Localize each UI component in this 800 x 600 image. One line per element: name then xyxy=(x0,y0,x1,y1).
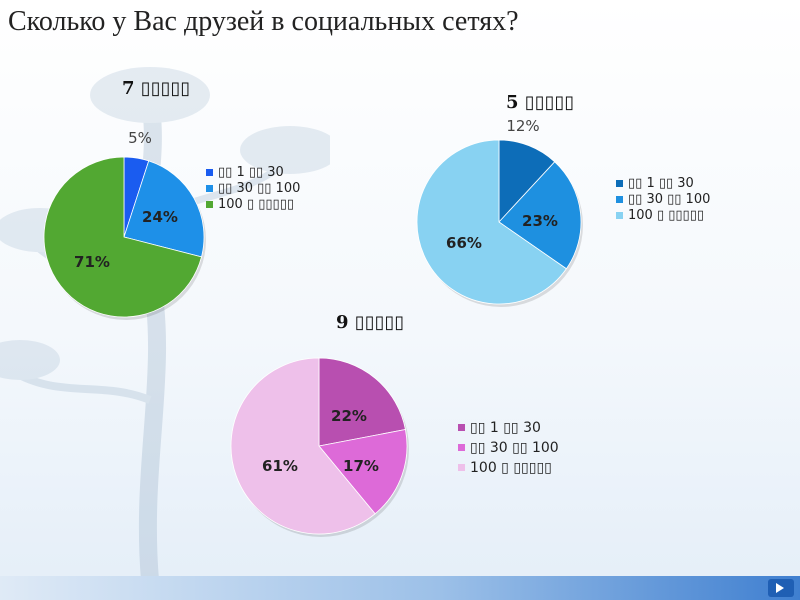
chart-a-legend: ▯▯ 1 ▯▯ 30 ▯▯ 30 ▯▯ 100 100 ▯ ▯▯▯▯▯ xyxy=(206,165,318,213)
legend-item: ▯▯ 30 ▯▯ 100 xyxy=(206,181,318,197)
legend-item: ▯▯ 1 ▯▯ 30 xyxy=(458,418,620,438)
legend-label: ▯▯ 1 ▯▯ 30 xyxy=(470,420,541,436)
legend-swatch xyxy=(616,180,623,187)
legend-item: ▯▯ 1 ▯▯ 30 xyxy=(206,165,318,181)
footer-bar xyxy=(0,576,800,600)
data-label: 17% xyxy=(343,457,379,475)
legend-label: 100 ▯ ▯▯▯▯▯ xyxy=(218,197,295,212)
legend-swatch xyxy=(206,169,213,176)
legend-item: ▯▯ 1 ▯▯ 30 xyxy=(616,176,728,192)
pie-slice xyxy=(498,139,556,224)
legend-item: 100 ▯ ▯▯▯▯▯ xyxy=(206,197,318,213)
arrow-icon xyxy=(776,583,784,593)
legend-item: 100 ▯ ▯▯▯▯▯ xyxy=(458,458,620,478)
legend-item: ▯▯ 30 ▯▯ 100 xyxy=(458,438,620,458)
chart-c-title: 9 ▯▯▯▯▯ xyxy=(336,312,405,333)
legend-swatch xyxy=(206,201,213,208)
chart-b-title: 5 ▯▯▯▯▯ xyxy=(506,92,575,113)
next-slide-button[interactable] xyxy=(768,579,794,597)
pie-slice xyxy=(318,357,406,447)
legend-label: ▯▯ 1 ▯▯ 30 xyxy=(218,165,284,180)
pie-slice xyxy=(416,139,567,305)
data-label: 23% xyxy=(522,212,558,230)
pie-shadow xyxy=(419,143,583,307)
legend-swatch xyxy=(616,196,623,203)
pie-slice xyxy=(318,429,408,515)
legend-item: 100 ▯ ▯▯▯▯▯ xyxy=(616,208,728,224)
legend-swatch xyxy=(458,464,465,471)
data-label: 22% xyxy=(331,407,367,425)
legend-label: 100 ▯ ▯▯▯▯▯ xyxy=(470,460,552,476)
background-tree-image xyxy=(0,67,330,580)
data-label: 66% xyxy=(446,234,482,252)
legend-label: ▯▯ 1 ▯▯ 30 xyxy=(628,176,694,191)
legend-swatch xyxy=(206,185,213,192)
chart-b-legend: ▯▯ 1 ▯▯ 30 ▯▯ 30 ▯▯ 100 100 ▯ ▯▯▯▯▯ xyxy=(616,176,728,224)
legend-label: ▯▯ 30 ▯▯ 100 xyxy=(470,440,559,456)
data-label: 12% xyxy=(506,117,539,135)
legend-swatch xyxy=(458,444,465,451)
slide-title: Сколько у Вас друзей в социальных сетях? xyxy=(8,6,519,37)
pie-slice xyxy=(498,161,582,270)
legend-swatch xyxy=(458,424,465,431)
legend-item: ▯▯ 30 ▯▯ 100 xyxy=(616,192,728,208)
chart-a-title: 7 ▯▯▯▯▯ xyxy=(122,78,191,99)
chart-c-legend: ▯▯ 1 ▯▯ 30 ▯▯ 30 ▯▯ 100 100 ▯ ▯▯▯▯▯ xyxy=(458,418,620,478)
legend-label: ▯▯ 30 ▯▯ 100 xyxy=(218,181,301,196)
legend-swatch xyxy=(616,212,623,219)
legend-label: 100 ▯ ▯▯▯▯▯ xyxy=(628,208,705,223)
legend-label: ▯▯ 30 ▯▯ 100 xyxy=(628,192,711,207)
